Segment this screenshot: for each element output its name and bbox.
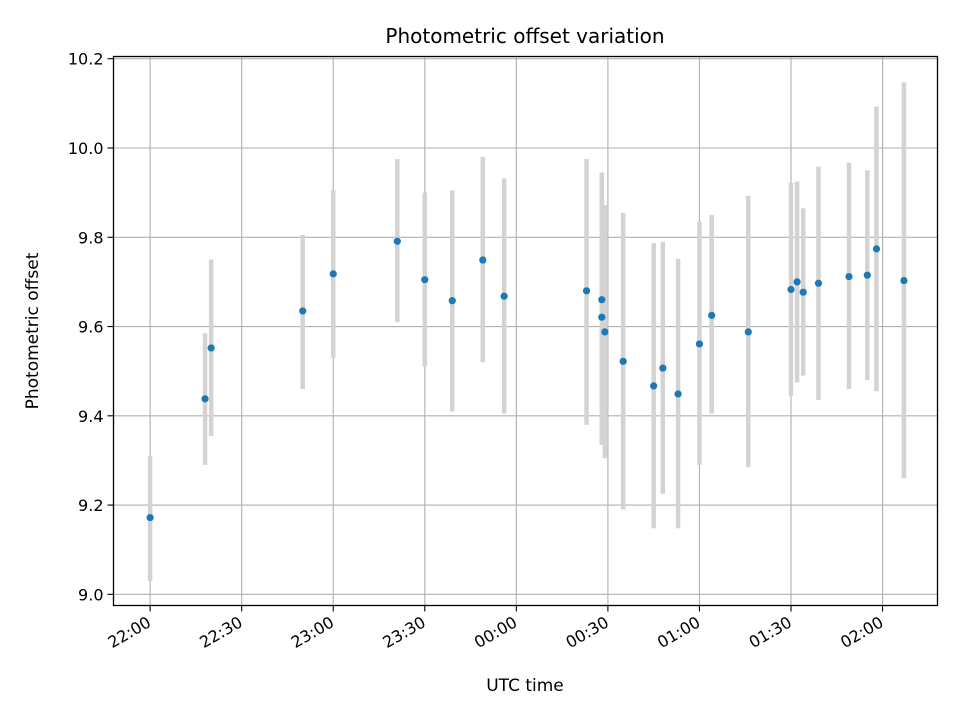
x-axis-label: UTC time — [486, 676, 564, 696]
data-point — [744, 328, 752, 336]
data-point — [659, 364, 667, 372]
data-point — [448, 297, 456, 305]
y-tick-label: 9.8 — [78, 228, 103, 247]
plot-frame — [112, 55, 939, 607]
data-point — [619, 357, 627, 365]
grid-lines — [113, 56, 938, 606]
data-point — [207, 344, 215, 352]
data-point — [299, 307, 307, 315]
y-tick-label: 9.4 — [78, 407, 103, 426]
data-point — [845, 272, 853, 281]
data-point — [814, 279, 823, 287]
y-axis-ticks: 9.0 9.2 9.4 9.6 9.8 10.0 10.2 — [68, 50, 114, 604]
data-point — [329, 270, 337, 278]
data-point — [582, 287, 591, 295]
data-point — [598, 313, 606, 321]
data-points — [146, 237, 908, 522]
data-point — [479, 256, 487, 264]
y-tick-label: 9.6 — [78, 318, 103, 337]
data-point — [787, 285, 795, 294]
data-point — [695, 340, 704, 348]
data-point — [598, 296, 606, 304]
data-point — [421, 276, 429, 284]
data-point — [601, 328, 609, 336]
data-point — [799, 288, 807, 296]
data-point — [500, 292, 508, 300]
data-point — [793, 278, 801, 286]
data-point — [650, 382, 658, 390]
data-point — [900, 276, 908, 285]
data-point — [674, 390, 682, 398]
chart-title: Photometric offset variation — [385, 24, 664, 48]
y-axis-label: Photometric offset — [23, 252, 43, 409]
y-tick-label: 10.2 — [68, 50, 104, 69]
y-tick-label: 9.2 — [78, 496, 103, 515]
data-point — [872, 245, 881, 253]
data-point — [863, 271, 871, 279]
data-point — [708, 311, 716, 319]
data-point — [393, 237, 401, 245]
y-tick-label: 10.0 — [68, 139, 104, 158]
data-point — [201, 395, 209, 403]
y-tick-label: 9.0 — [78, 585, 103, 604]
data-point — [146, 513, 154, 522]
